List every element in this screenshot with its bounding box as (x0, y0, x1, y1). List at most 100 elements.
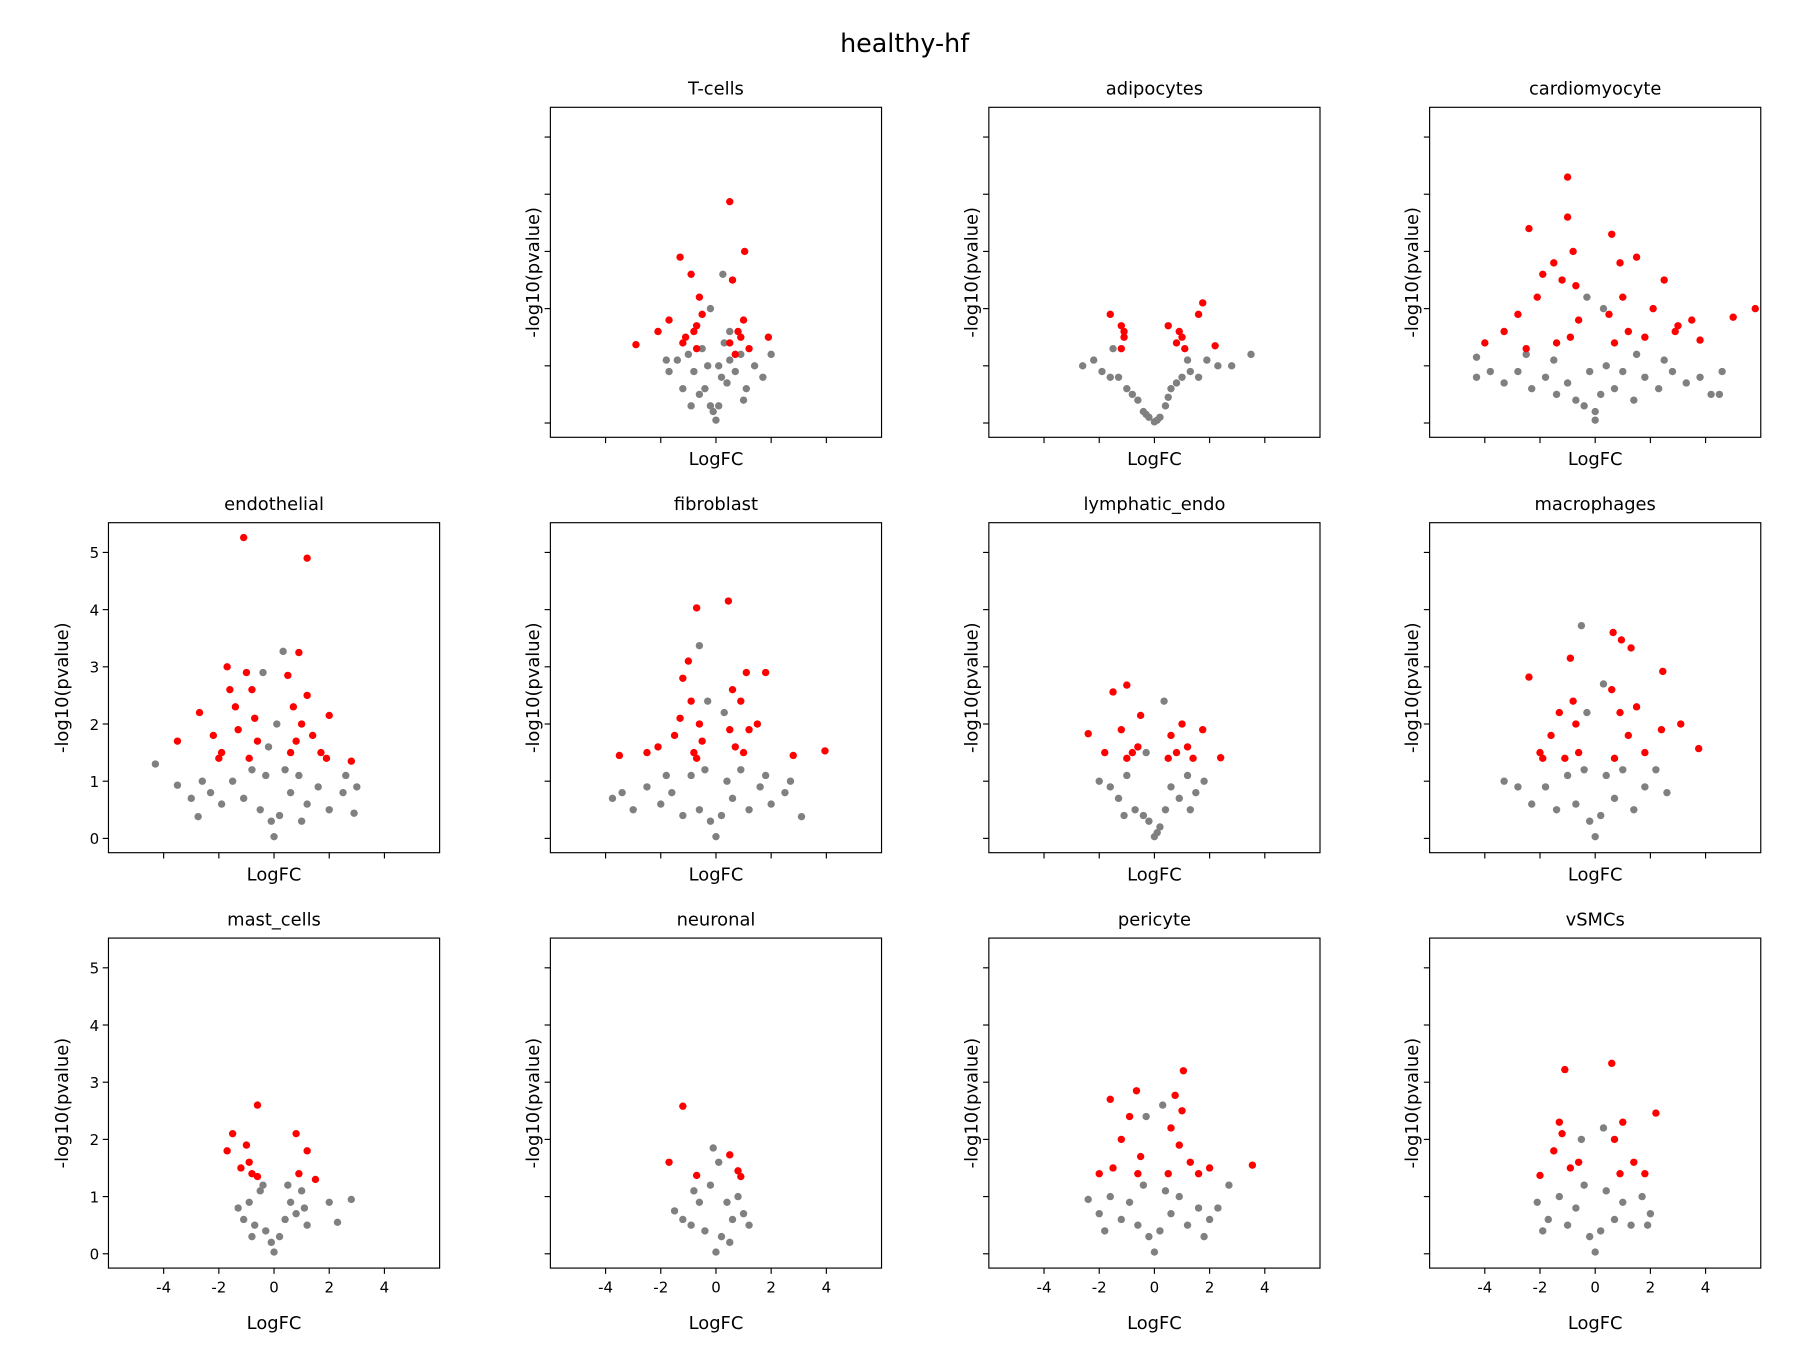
point (1597, 811, 1605, 820)
point (654, 327, 662, 336)
x-tick-label: -4 (1037, 1278, 1052, 1296)
point (1597, 390, 1605, 399)
point (1205, 1164, 1214, 1172)
point (690, 367, 698, 376)
point (1569, 247, 1577, 256)
point (259, 1181, 267, 1189)
point (1641, 373, 1649, 381)
point (1117, 322, 1125, 330)
point (292, 1210, 300, 1218)
point (279, 647, 287, 656)
point (1131, 806, 1139, 814)
point (618, 788, 626, 797)
point (1139, 811, 1148, 820)
point (1591, 416, 1599, 424)
point (1657, 726, 1666, 734)
point (679, 1215, 687, 1224)
point (1632, 253, 1641, 261)
point (1199, 726, 1207, 734)
point (1156, 823, 1164, 831)
point (764, 333, 773, 341)
panel-title: adipocytes (1106, 79, 1203, 100)
point (632, 340, 640, 349)
axes-frame (1429, 937, 1762, 1269)
point (1668, 367, 1677, 376)
point (1179, 1067, 1188, 1075)
point (1610, 385, 1619, 393)
y-axis-label: -log10(pvalue) (1402, 207, 1423, 338)
point (1192, 788, 1200, 797)
point (662, 771, 670, 780)
axes-frame (549, 937, 883, 1269)
point (194, 812, 202, 821)
point (673, 356, 682, 364)
point (679, 339, 687, 347)
point (665, 1158, 673, 1166)
point (1561, 754, 1569, 763)
point (608, 794, 617, 803)
point (1641, 333, 1649, 341)
y-tick-label: 5 (90, 544, 100, 562)
point (267, 817, 275, 825)
point (737, 350, 745, 359)
point (1566, 1164, 1575, 1172)
point (1616, 708, 1624, 717)
point (723, 379, 731, 387)
point (253, 737, 262, 745)
point (1630, 1158, 1638, 1166)
panel-title: fibroblast (674, 494, 758, 515)
point (745, 806, 753, 814)
point (761, 668, 770, 677)
point (698, 737, 706, 745)
point (1101, 748, 1109, 757)
point (1751, 304, 1759, 313)
point (692, 322, 701, 330)
point (275, 811, 284, 820)
point (615, 751, 624, 760)
point (1718, 367, 1726, 376)
point (353, 783, 361, 791)
point (1525, 673, 1533, 681)
point (759, 373, 767, 381)
point (1139, 1181, 1148, 1189)
point (1203, 356, 1211, 364)
point (215, 754, 223, 763)
point (665, 367, 673, 376)
point (1632, 703, 1641, 711)
point (1175, 794, 1183, 803)
point (1694, 744, 1703, 753)
y-tick-label: 2 (90, 716, 100, 734)
point (1167, 731, 1175, 740)
point (679, 811, 687, 820)
point (1194, 310, 1203, 319)
point (1164, 754, 1172, 763)
point (1101, 1227, 1109, 1235)
point (325, 806, 333, 814)
point (676, 253, 684, 261)
point (1132, 1087, 1141, 1095)
point (1663, 788, 1671, 797)
point (1599, 304, 1608, 313)
point (1583, 293, 1591, 301)
point (1599, 680, 1608, 688)
point (679, 1102, 687, 1110)
point (1186, 1158, 1194, 1166)
plot-area (1500, 621, 1703, 841)
point (1164, 393, 1172, 401)
point (1627, 1221, 1635, 1229)
point (692, 604, 701, 612)
point (1194, 1170, 1203, 1178)
y-axis-label: -log10(pvalue) (52, 622, 73, 753)
point (629, 806, 637, 814)
point (1145, 1232, 1153, 1241)
point (701, 1227, 709, 1235)
point (1500, 777, 1508, 785)
point (1109, 688, 1117, 696)
point (1160, 697, 1168, 705)
point (740, 247, 749, 256)
point (1674, 322, 1682, 330)
point (687, 1221, 695, 1229)
point (695, 720, 704, 728)
point (1585, 367, 1594, 376)
point (767, 350, 775, 359)
